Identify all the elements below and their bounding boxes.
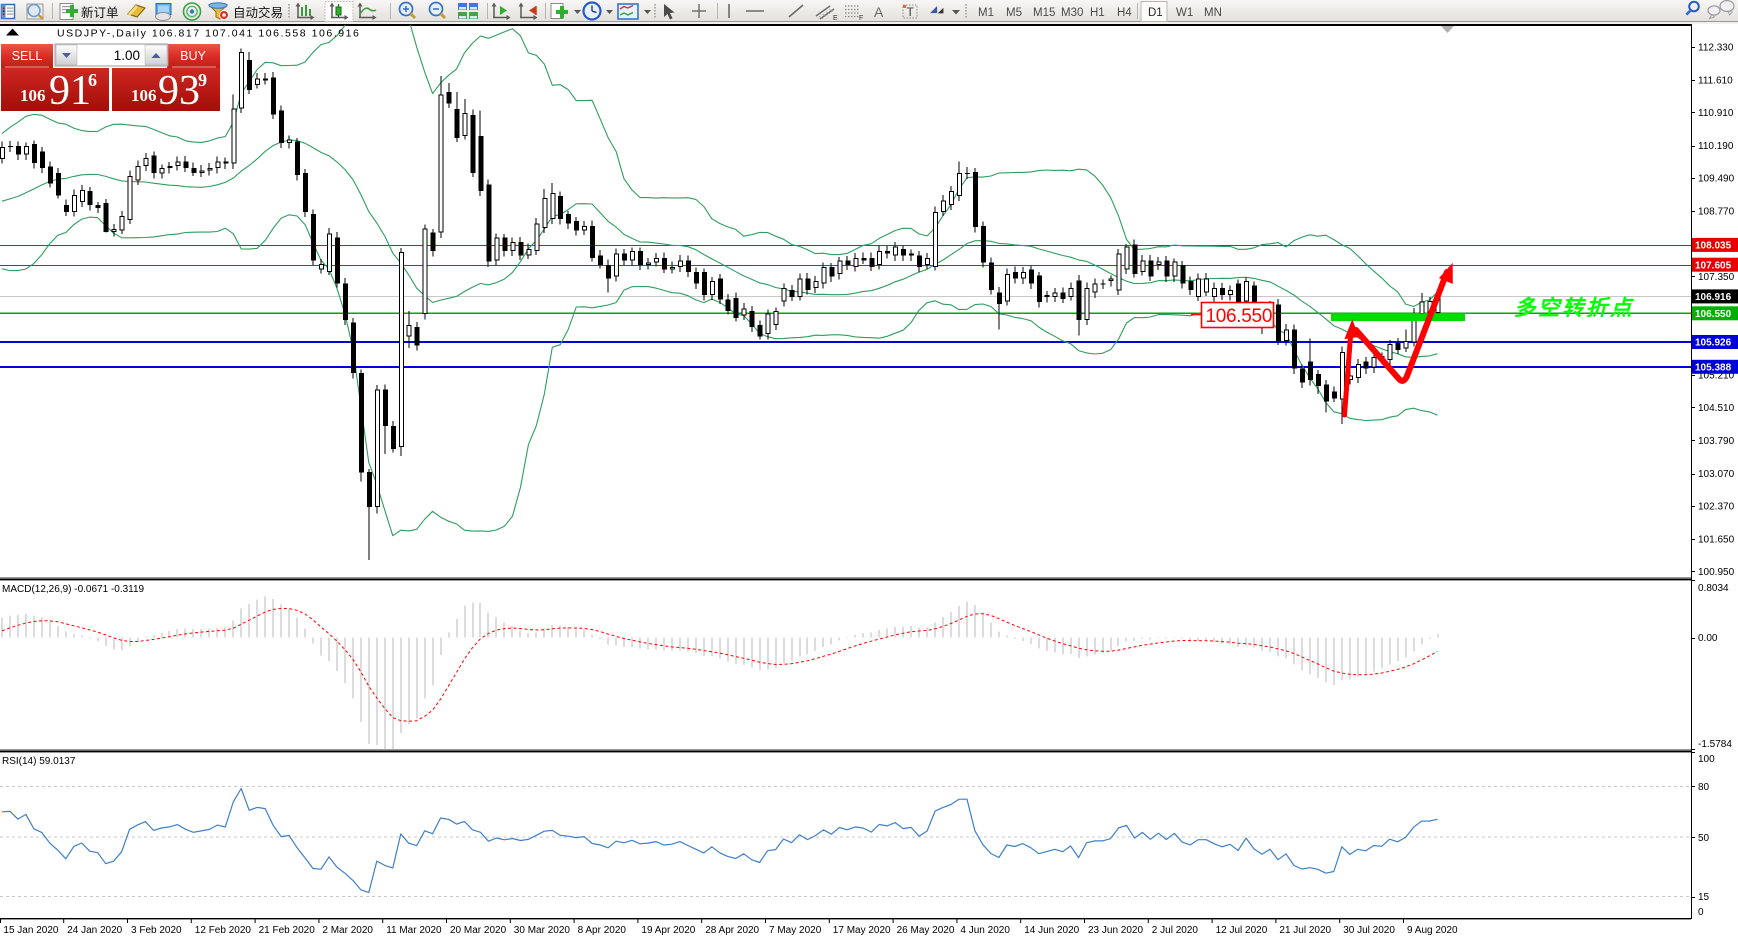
- svg-text:H4: H4: [1117, 7, 1132, 19]
- svg-text:A: A: [874, 4, 884, 20]
- svg-text:M30: M30: [1061, 7, 1083, 19]
- svg-text:15 Jan 2020: 15 Jan 2020: [3, 925, 58, 936]
- svg-text:W1: W1: [1176, 7, 1193, 19]
- svg-text:105.210: 105.210: [1698, 371, 1735, 382]
- svg-text:11 Mar 2020: 11 Mar 2020: [386, 925, 442, 936]
- svg-text:0.8034: 0.8034: [1698, 583, 1729, 594]
- svg-text:6: 6: [88, 70, 97, 90]
- svg-text:100: 100: [1698, 754, 1715, 765]
- svg-text:103.070: 103.070: [1698, 469, 1735, 480]
- svg-text:91: 91: [49, 68, 91, 114]
- svg-text:111.610: 111.610: [1698, 76, 1733, 87]
- svg-text:多空转折点: 多空转折点: [1514, 296, 1635, 320]
- svg-text:105.388: 105.388: [1695, 363, 1732, 374]
- svg-text:H1: H1: [1090, 7, 1105, 19]
- svg-text:112.330: 112.330: [1698, 43, 1734, 54]
- svg-text:T: T: [907, 5, 915, 19]
- svg-text:106: 106: [131, 86, 157, 105]
- svg-text:2 Mar 2020: 2 Mar 2020: [322, 925, 373, 936]
- svg-text:26 May 2020: 26 May 2020: [897, 925, 955, 936]
- svg-text:RSI(14) 59.0137: RSI(14) 59.0137: [2, 756, 76, 767]
- svg-text:12 Jul 2020: 12 Jul 2020: [1216, 925, 1268, 936]
- svg-text:2 Jul 2020: 2 Jul 2020: [1152, 925, 1199, 936]
- svg-text:80: 80: [1698, 782, 1710, 793]
- svg-text:50: 50: [1698, 833, 1710, 844]
- svg-text:100.950: 100.950: [1698, 567, 1735, 578]
- svg-text:106.916: 106.916: [1695, 292, 1732, 303]
- svg-text:4 Jun 2020: 4 Jun 2020: [960, 925, 1010, 936]
- svg-text:101.650: 101.650: [1698, 535, 1735, 546]
- svg-text:28 Apr 2020: 28 Apr 2020: [705, 925, 759, 936]
- svg-text:106.550: 106.550: [1206, 306, 1273, 327]
- svg-text:104.510: 104.510: [1698, 403, 1735, 414]
- svg-text:M5: M5: [1006, 7, 1022, 19]
- svg-text:30 Mar 2020: 30 Mar 2020: [514, 925, 571, 936]
- svg-text:24 Jan 2020: 24 Jan 2020: [67, 925, 122, 936]
- svg-text:110.190: 110.190: [1698, 141, 1734, 152]
- svg-text:108.035: 108.035: [1695, 241, 1732, 252]
- svg-text:30 Jul 2020: 30 Jul 2020: [1343, 925, 1395, 936]
- svg-text:9 Aug 2020: 9 Aug 2020: [1407, 925, 1458, 936]
- svg-text:105.926: 105.926: [1695, 338, 1732, 349]
- svg-text:12 Feb 2020: 12 Feb 2020: [195, 925, 252, 936]
- svg-text:E: E: [833, 15, 838, 22]
- svg-text:106: 106: [20, 86, 46, 105]
- svg-text:USDJPY-,Daily 106.817 107.041: USDJPY-,Daily 106.817 107.041 106.558 10…: [57, 28, 360, 40]
- svg-text:93: 93: [158, 68, 200, 114]
- svg-text:19 Apr 2020: 19 Apr 2020: [641, 925, 695, 936]
- svg-text:8 Apr 2020: 8 Apr 2020: [578, 925, 627, 936]
- svg-text:21 Feb 2020: 21 Feb 2020: [259, 925, 316, 936]
- svg-text:14 Jun 2020: 14 Jun 2020: [1024, 925, 1079, 936]
- svg-text:108.770: 108.770: [1698, 207, 1735, 218]
- svg-text:15: 15: [1698, 892, 1710, 903]
- svg-text:-1.5784: -1.5784: [1698, 739, 1732, 750]
- svg-text:SELL: SELL: [12, 49, 43, 63]
- svg-text:109.490: 109.490: [1698, 173, 1735, 184]
- svg-text:110.910: 110.910: [1698, 108, 1734, 119]
- svg-text:103.790: 103.790: [1698, 436, 1735, 447]
- svg-text:7 May 2020: 7 May 2020: [769, 925, 822, 936]
- svg-text:21 Jul 2020: 21 Jul 2020: [1279, 925, 1331, 936]
- svg-text:17 May 2020: 17 May 2020: [833, 925, 891, 936]
- svg-text:MACD(12,26,9) -0.0671 -0.3119: MACD(12,26,9) -0.0671 -0.3119: [2, 584, 145, 595]
- svg-text:9: 9: [198, 70, 207, 90]
- svg-text:102.370: 102.370: [1698, 501, 1735, 512]
- svg-text:0.00: 0.00: [1698, 633, 1718, 644]
- svg-text:1.00: 1.00: [114, 48, 140, 63]
- svg-text:BUY: BUY: [180, 49, 206, 63]
- svg-text:3 Feb 2020: 3 Feb 2020: [131, 925, 182, 936]
- svg-text:D1: D1: [1148, 7, 1163, 19]
- svg-text:0: 0: [1698, 907, 1704, 918]
- svg-text:M15: M15: [1033, 7, 1055, 19]
- svg-text:MN: MN: [1204, 7, 1222, 19]
- svg-text:M1: M1: [978, 7, 994, 19]
- svg-text:新订单: 新订单: [81, 5, 119, 20]
- svg-text:20 Mar 2020: 20 Mar 2020: [450, 925, 507, 936]
- svg-text:F: F: [859, 15, 863, 22]
- svg-text:107.350: 107.350: [1698, 272, 1735, 283]
- svg-text:自动交易: 自动交易: [233, 5, 283, 20]
- svg-text:107.605: 107.605: [1695, 260, 1732, 271]
- svg-text:106.550: 106.550: [1695, 309, 1732, 320]
- svg-text:23 Jun 2020: 23 Jun 2020: [1088, 925, 1143, 936]
